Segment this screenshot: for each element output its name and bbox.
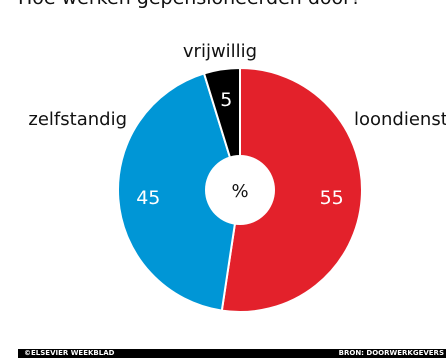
category-label-zelfstandig: zelfstandig [28, 109, 127, 130]
value-label-vrijwillig: 5 [220, 89, 232, 111]
slice-zelfstandig [116, 72, 242, 312]
donut-labels: 55 loondienst 45 zelfstandig 5 vrijwillig [28, 41, 446, 209]
center-label: % [231, 181, 248, 202]
footer-copyright: ©ELSEVIER WEEKBLAD [24, 349, 115, 357]
donut-slices [116, 66, 363, 313]
chart-title: Hoe werken gepensioneerden door? [18, 0, 361, 9]
category-label-loondienst: loondienst [354, 109, 446, 130]
category-label-vrijwillig: vrijwillig [183, 41, 257, 62]
donut-hole [205, 155, 275, 225]
footer-bar: ©ELSEVIER WEEKBLAD BRON: DOORWERKGEVERS [18, 349, 446, 358]
slice-loondienst [220, 66, 363, 313]
value-label-loondienst: 55 [320, 187, 344, 209]
footer-source: BRON: DOORWERKGEVERS [338, 349, 444, 357]
value-label-zelfstandig: 45 [136, 187, 160, 209]
